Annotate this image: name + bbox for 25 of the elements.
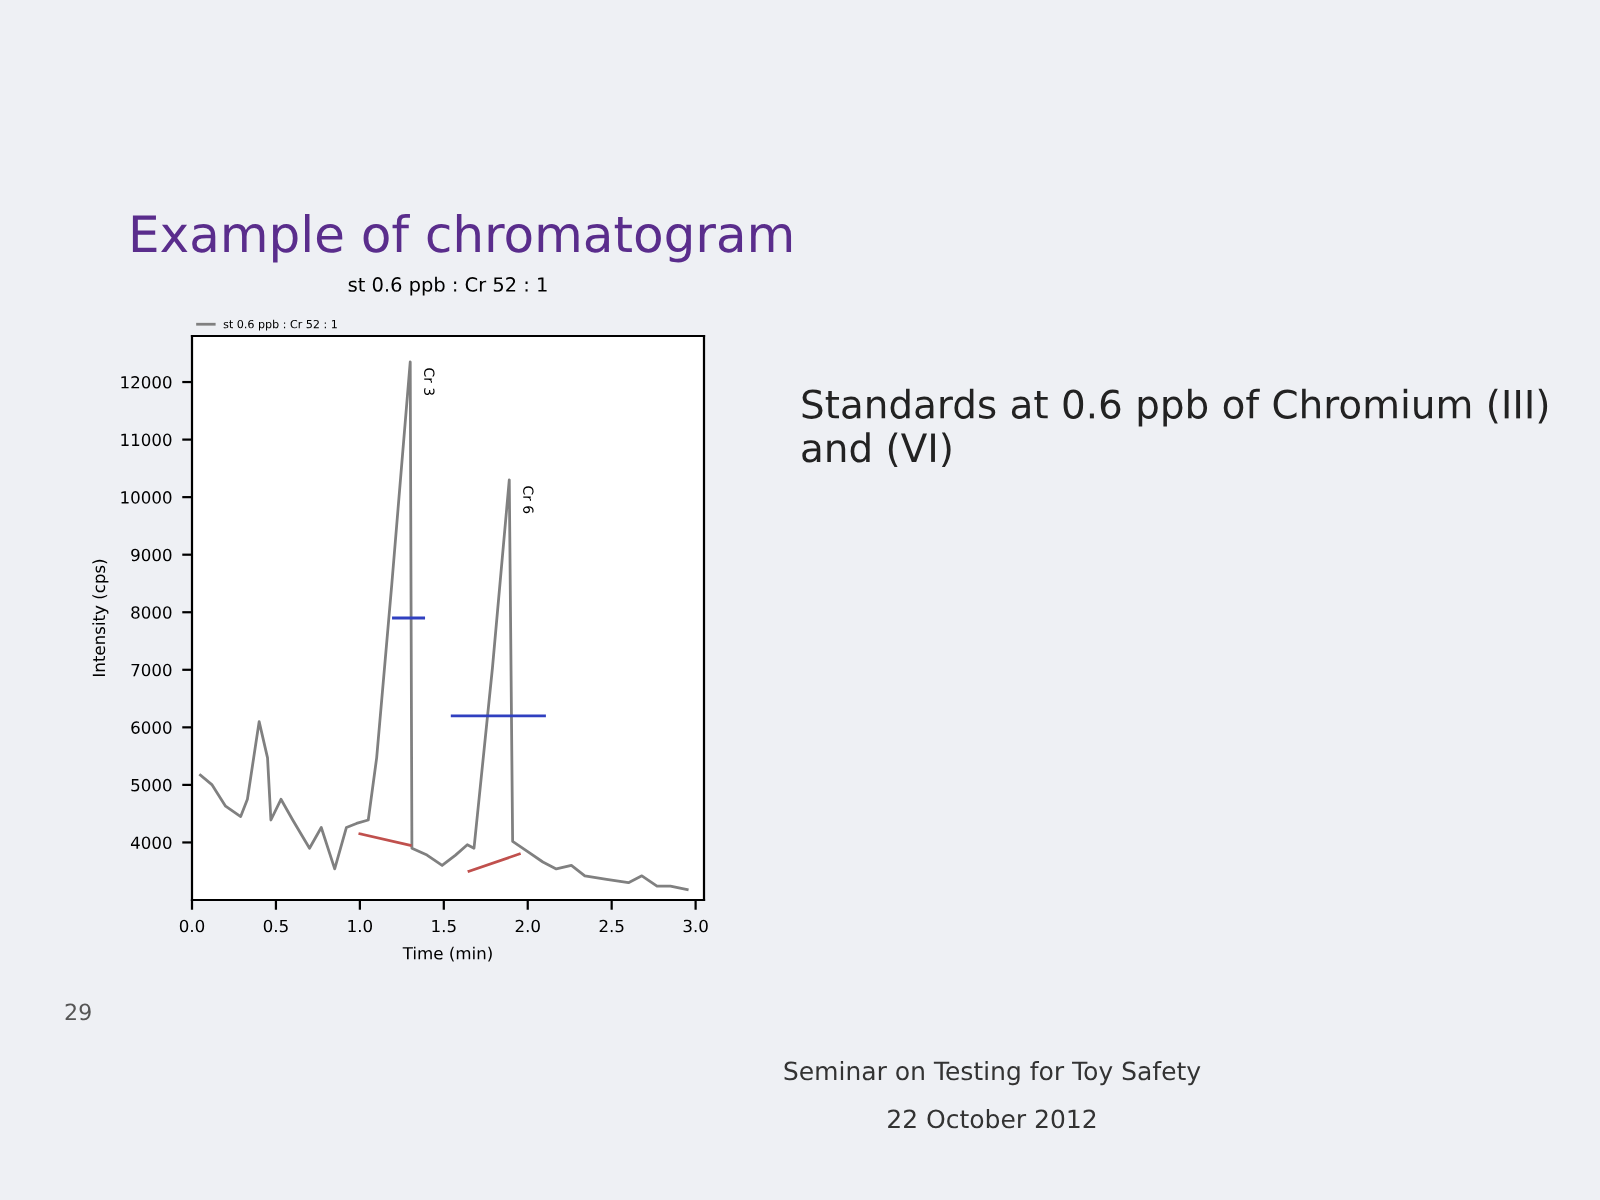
line-series (199, 360, 689, 892)
chart-title: Example of chromatogram (132, 214, 792, 263)
text: 22 October 2012 (888, 1109, 1096, 1129)
y-tick-label: 12000 (121, 376, 172, 389)
text: 29 (65, 1003, 91, 1021)
y-tick-label: 9000 (131, 548, 172, 562)
y-tick-label: 5000 (131, 778, 172, 792)
x-tick-label: 1.5 (432, 919, 456, 933)
chart-subtitle: st 0.6 ppb : Cr 52 : 1 (348, 276, 547, 296)
x-axis-title: Time (min) (402, 946, 492, 962)
y-tick-label: 8000 (131, 606, 172, 619)
text: Seminar on Testing for Toy Safety (784, 1061, 1201, 1086)
y-tick-label: 4000 (130, 836, 172, 850)
text: Standards at 0.6 ppb of Chromium (III) and (VI) (802, 388, 1548, 468)
y-tick-label: 10000 (121, 491, 172, 504)
x-tick-label: 0.0 (179, 919, 205, 933)
y-axis-title: Intensity (cps) (92, 559, 109, 676)
x-tick-label: 2.0 (515, 919, 540, 933)
y-tick-label: 11000 (121, 433, 172, 447)
y-tick-label: 6000 (131, 721, 172, 734)
x-tick-label: 2.5 (599, 919, 624, 933)
x-tick-label: 0.5 (263, 919, 288, 933)
x-tick-label: 3.0 (683, 919, 708, 933)
x-tick-label: 1.0 (348, 919, 373, 933)
y-tick-label: 7000 (131, 663, 172, 677)
